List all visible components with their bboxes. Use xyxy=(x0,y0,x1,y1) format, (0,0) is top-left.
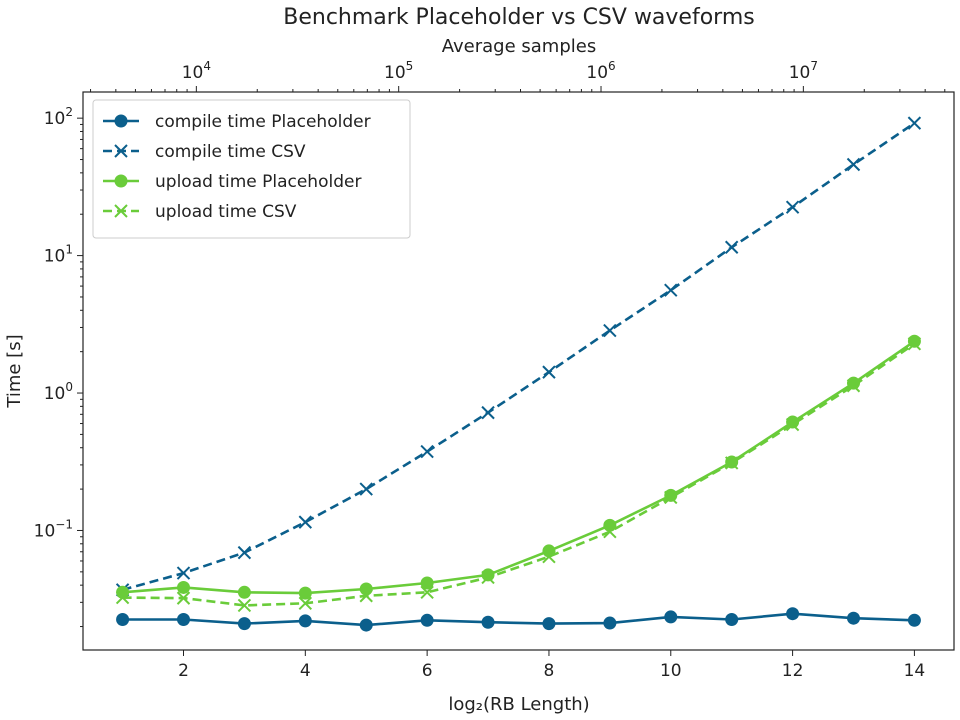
data-point xyxy=(237,598,252,613)
data-point xyxy=(298,614,312,628)
series-line xyxy=(122,122,916,592)
data-point xyxy=(176,591,191,605)
series-line xyxy=(122,340,916,595)
data-point xyxy=(237,585,251,599)
data-point xyxy=(114,144,128,158)
x-tick-label: 4 xyxy=(300,661,311,681)
x-axis-label: log₂(RB Length) xyxy=(448,694,589,715)
data-point xyxy=(359,618,373,632)
x-tick-label: 2 xyxy=(178,661,189,681)
legend-label: compile time Placeholder xyxy=(155,112,371,132)
data-point xyxy=(786,607,800,621)
data-point xyxy=(907,613,921,627)
data-point xyxy=(603,323,617,338)
data-point xyxy=(907,334,921,348)
data-point xyxy=(847,611,860,625)
data-point xyxy=(542,549,556,564)
series-line xyxy=(122,342,916,607)
plot-frame xyxy=(82,91,955,651)
legend: compile time Placeholder compile time CSV… xyxy=(92,99,411,239)
top-tick-label: 107 xyxy=(789,59,818,83)
data-point xyxy=(907,337,922,351)
data-point xyxy=(114,174,128,188)
data-point xyxy=(664,490,678,505)
data-point xyxy=(359,589,373,603)
data-point xyxy=(237,545,252,560)
data-point xyxy=(298,596,313,611)
y-tick-label: 102 xyxy=(44,105,73,129)
y-axis-label: Time [s] xyxy=(4,334,25,408)
data-point xyxy=(237,617,251,631)
data-point xyxy=(481,568,495,582)
legend-box xyxy=(92,99,411,239)
data-point xyxy=(846,157,861,172)
y-tick-label: 101 xyxy=(44,243,73,267)
data-point xyxy=(114,204,128,218)
data-point xyxy=(724,456,739,470)
y-tick-label: 100 xyxy=(44,380,73,404)
data-point xyxy=(114,114,128,128)
data-point xyxy=(664,610,678,624)
data-point xyxy=(724,240,739,254)
data-point xyxy=(177,580,190,594)
data-point xyxy=(420,576,434,590)
data-point xyxy=(847,376,860,390)
x-tick-label: 6 xyxy=(422,661,433,681)
data-point xyxy=(298,515,313,529)
data-point xyxy=(542,365,556,379)
data-point xyxy=(298,586,312,600)
data-point xyxy=(603,518,617,532)
top-tick-label: 105 xyxy=(384,59,413,83)
data-point xyxy=(725,613,739,627)
x-tick-label: 12 xyxy=(782,661,804,681)
series-line xyxy=(122,612,915,627)
x-tick-label: 10 xyxy=(660,661,682,681)
data-point xyxy=(481,405,495,420)
data-point xyxy=(603,524,617,539)
data-point xyxy=(481,570,495,585)
data-point xyxy=(846,379,861,393)
chart-title: Benchmark Placeholder vs CSV waveforms xyxy=(283,5,754,30)
data-point xyxy=(542,617,556,631)
data-point xyxy=(420,585,434,599)
plot-area: 2 4 6 8 10 12 14 10−1 100 101 102 104 105 106 107 xyxy=(34,59,946,681)
data-point xyxy=(907,116,922,130)
top-tick-label: 106 xyxy=(586,59,615,83)
data-point xyxy=(785,417,800,432)
x-tick-label: 14 xyxy=(904,661,926,681)
y-tick-label: 10−1 xyxy=(34,517,73,541)
top-tick-label: 104 xyxy=(182,59,211,83)
data-point xyxy=(785,200,800,214)
data-point xyxy=(115,590,130,605)
legend-label: upload time Placeholder xyxy=(155,172,361,192)
top-axis-label: Average samples xyxy=(442,36,596,57)
legend-label: upload time CSV xyxy=(155,202,297,222)
data-point xyxy=(176,566,191,580)
data-point xyxy=(664,283,678,297)
data-point xyxy=(359,482,373,496)
data-point xyxy=(177,613,190,627)
data-point xyxy=(420,613,434,627)
data-point xyxy=(359,582,373,596)
legend-label: compile time CSV xyxy=(155,142,306,162)
x-tick-label: 8 xyxy=(544,661,555,681)
data-point xyxy=(481,615,495,629)
data-point xyxy=(603,616,617,630)
data-point xyxy=(420,444,434,459)
data-point xyxy=(116,613,130,627)
